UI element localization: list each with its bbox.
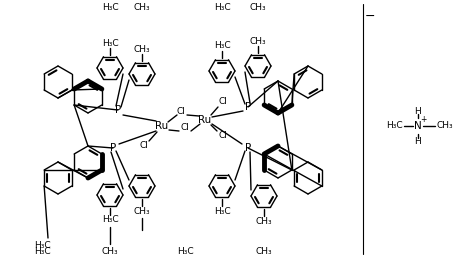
Text: P: P	[115, 105, 121, 115]
Text: CH₃: CH₃	[255, 216, 272, 225]
Text: H: H	[415, 136, 421, 146]
Text: N: N	[414, 121, 422, 131]
Text: Cl: Cl	[139, 141, 148, 150]
Text: H₃C: H₃C	[102, 38, 118, 47]
Text: P: P	[245, 102, 251, 112]
Text: P: P	[110, 143, 116, 153]
Text: H₃C: H₃C	[177, 247, 193, 256]
Text: +: +	[420, 116, 426, 125]
Text: Cl: Cl	[219, 131, 228, 140]
Text: P: P	[245, 143, 251, 153]
Text: H₃C: H₃C	[214, 4, 230, 12]
Text: CH₃: CH₃	[134, 4, 150, 12]
Text: H₃C: H₃C	[214, 206, 230, 215]
Text: H₃C: H₃C	[102, 215, 118, 224]
Text: Ru: Ru	[155, 121, 169, 131]
Text: CH₃: CH₃	[250, 4, 266, 12]
Text: H₃C: H₃C	[386, 122, 402, 131]
Text: CH₃: CH₃	[134, 206, 150, 215]
Text: Ru: Ru	[199, 115, 211, 125]
Text: Cl: Cl	[219, 98, 228, 107]
Text: Cl: Cl	[181, 124, 190, 133]
Text: H: H	[415, 107, 421, 116]
Text: CH₃: CH₃	[250, 36, 266, 45]
Text: H₃C: H₃C	[102, 4, 118, 12]
Text: H₃C: H₃C	[214, 42, 230, 51]
Text: CH₃: CH₃	[255, 247, 272, 256]
Text: H₃C: H₃C	[34, 247, 50, 256]
Text: H₃C: H₃C	[34, 241, 50, 251]
Text: CH₃: CH₃	[437, 122, 453, 131]
Text: −: −	[365, 10, 375, 22]
Text: CH₃: CH₃	[102, 247, 118, 256]
Text: Cl: Cl	[176, 108, 185, 117]
Text: CH₃: CH₃	[134, 44, 150, 53]
